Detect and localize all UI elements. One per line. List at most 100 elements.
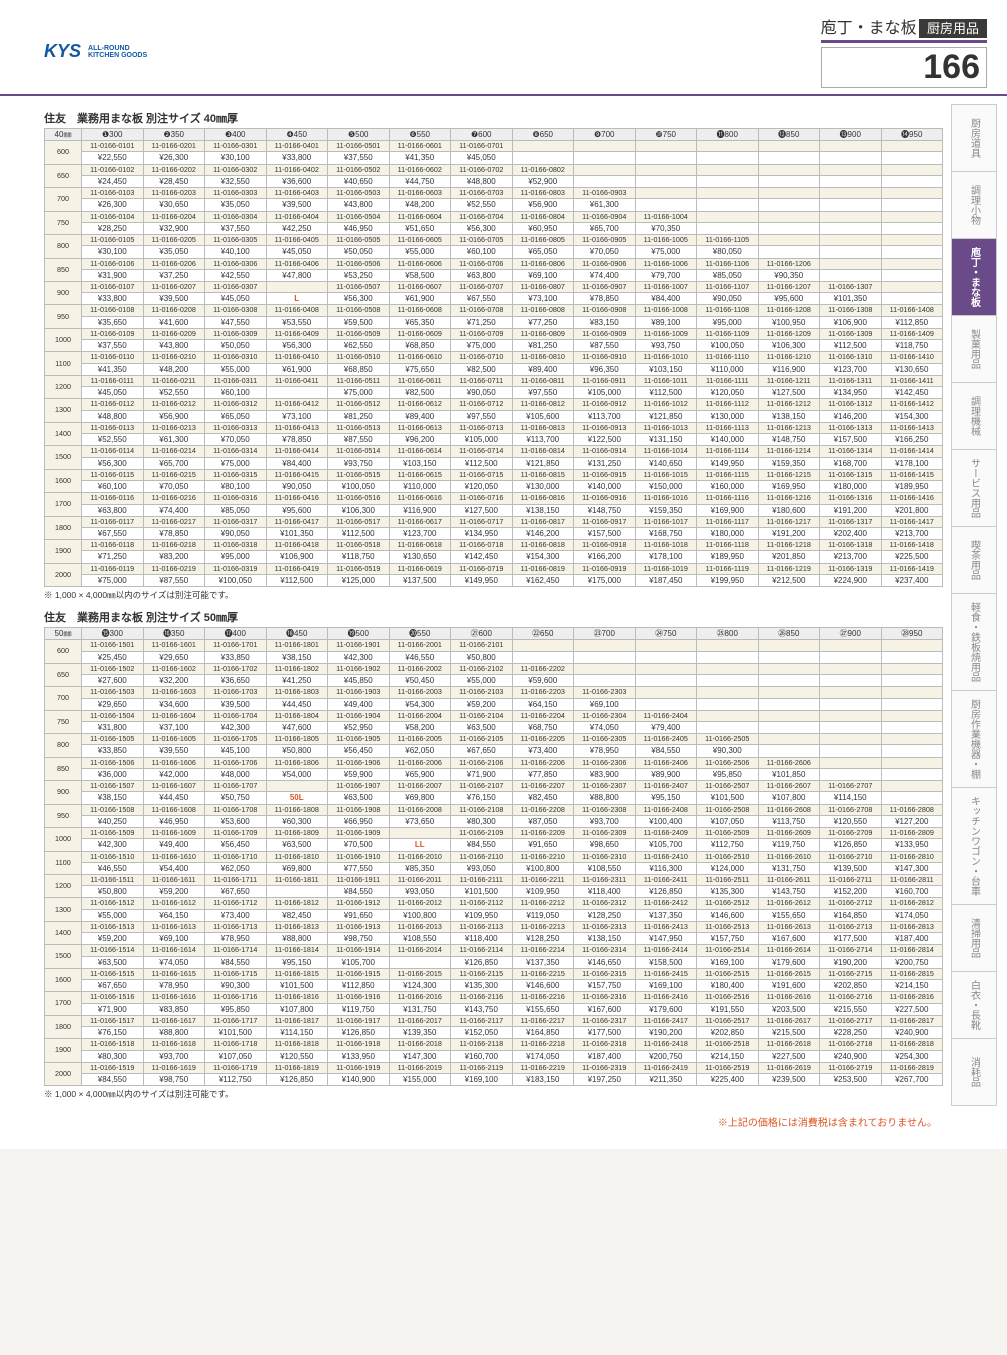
price-cell: ¥59,200: [451, 698, 513, 710]
code-cell: 11-0166-1716: [205, 992, 267, 1003]
code-cell: 11-0166-2103: [451, 687, 513, 698]
code-cell: 11-0166-2110: [451, 851, 513, 862]
code-cell: 11-0166-2617: [758, 1015, 820, 1026]
price-cell: ¥24,450: [82, 175, 144, 187]
sidebar-item[interactable]: 庖丁・まな板: [951, 238, 997, 315]
code-cell: [881, 734, 943, 745]
price-cell: ¥164,850: [820, 909, 882, 921]
price-cell: ¥211,350: [635, 1074, 697, 1086]
price-cell: ¥113,750: [758, 815, 820, 827]
code-cell: 11-0166-0513: [328, 422, 390, 433]
sidebar-item[interactable]: キッチンワゴン・台車: [951, 787, 997, 904]
sidebar-item[interactable]: 調理機械: [951, 382, 997, 449]
code-cell: 11-0166-2613: [758, 921, 820, 932]
code-cell: 11-0166-2218: [512, 1039, 574, 1050]
row-header: 800: [45, 235, 82, 258]
price-cell: ¥60,100: [205, 387, 267, 399]
code-cell: 11-0166-0403: [266, 188, 328, 199]
price-cell: ¥77,850: [512, 768, 574, 780]
code-cell: 11-0166-1319: [820, 563, 882, 574]
code-cell: 11-0166-2012: [389, 898, 451, 909]
price-cell: [635, 651, 697, 663]
code-cell: 11-0166-1516: [82, 992, 144, 1003]
code-cell: 11-0166-1507: [82, 781, 144, 792]
price-cell: ¥93,050: [389, 886, 451, 898]
code-cell: 11-0166-1112: [697, 399, 759, 410]
code-cell: [758, 141, 820, 152]
code-cell: 11-0166-0319: [205, 563, 267, 574]
code-cell: 11-0166-1919: [328, 1062, 390, 1073]
col-header: ❼600: [451, 129, 513, 141]
price-cell: ¥71,900: [451, 768, 513, 780]
code-cell: [820, 734, 882, 745]
price-cell: ¥169,950: [758, 481, 820, 493]
price-cell: ¥100,400: [635, 815, 697, 827]
code-cell: [881, 781, 943, 792]
price-cell: ¥160,700: [881, 886, 943, 898]
price-cell: ¥84,550: [205, 956, 267, 968]
price-cell: ¥202,850: [697, 1027, 759, 1039]
code-cell: 11-0166-1814: [266, 945, 328, 956]
price-cell: ¥50,050: [205, 340, 267, 352]
code-cell: 11-0166-1504: [82, 710, 144, 721]
code-cell: 11-0166-2315: [574, 968, 636, 979]
price-cell: ¥67,650: [82, 980, 144, 992]
sidebar-item[interactable]: 調理小物: [951, 171, 997, 238]
code-cell: 11-0166-1513: [82, 921, 144, 932]
price-cell: ¥107,800: [266, 1003, 328, 1015]
code-cell: 11-0166-0203: [143, 188, 205, 199]
row-header: 1400: [45, 921, 82, 944]
code-cell: 11-0166-0617: [389, 516, 451, 527]
row-header: 1900: [45, 540, 82, 563]
price-cell: ¥180,400: [697, 980, 759, 992]
price-cell: ¥70,050: [205, 434, 267, 446]
sidebar-item[interactable]: 消耗品: [951, 1038, 997, 1106]
code-cell: 11-0166-2808: [881, 804, 943, 815]
code-cell: 11-0166-1815: [266, 968, 328, 979]
code-cell: 11-0166-0310: [205, 352, 267, 363]
code-cell: 11-0166-1212: [758, 399, 820, 410]
code-cell: 11-0166-2102: [451, 663, 513, 674]
col-header: ❹450: [266, 129, 328, 141]
sidebar-item[interactable]: 白衣・長靴: [951, 971, 997, 1038]
price-cell: ¥200,750: [635, 1050, 697, 1062]
price-cell: ¥105,000: [574, 387, 636, 399]
code-cell: 11-0166-2209: [512, 828, 574, 839]
price-cell: ¥133,950: [881, 839, 943, 851]
sidebar-item[interactable]: 製菓用品: [951, 315, 997, 382]
price-cell: ¥147,300: [881, 862, 943, 874]
price-cell: ¥126,850: [635, 886, 697, 898]
sidebar-item[interactable]: 厨房作業機器・棚: [951, 690, 997, 787]
sidebar-item[interactable]: 清掃用品: [951, 904, 997, 971]
code-cell: 11-0166-0416: [266, 493, 328, 504]
price-cell: ¥103,150: [389, 457, 451, 469]
code-cell: 11-0166-2710: [820, 851, 882, 862]
price-cell: ¥215,550: [820, 1003, 882, 1015]
price-cell: ¥65,050: [512, 246, 574, 258]
price-cell: ¥118,750: [881, 340, 943, 352]
price-cell: ¥66,950: [328, 815, 390, 827]
sidebar-item[interactable]: 厨房道具: [951, 104, 997, 171]
code-cell: 11-0166-1610: [143, 851, 205, 862]
sidebar-item[interactable]: サービス用品: [951, 449, 997, 526]
code-cell: 11-0166-2611: [758, 874, 820, 885]
price-cell: ¥149,950: [451, 574, 513, 586]
code-cell: 11-0166-0408: [266, 305, 328, 316]
code-cell: [574, 640, 636, 651]
price-cell: ¥82,450: [266, 909, 328, 921]
code-cell: 11-0166-2115: [451, 968, 513, 979]
price-cell: ¥98,750: [143, 1074, 205, 1086]
price-cell: ¥82,500: [389, 387, 451, 399]
code-cell: 11-0166-2015: [389, 968, 451, 979]
sidebar-item[interactable]: 喫茶用品: [951, 526, 997, 593]
code-cell: 11-0166-0518: [328, 540, 390, 551]
price-cell: ¥56,900: [143, 410, 205, 422]
price-cell: ¥69,800: [389, 792, 451, 804]
sidebar-item[interactable]: 軽食・鉄板焼用品: [951, 593, 997, 690]
code-cell: 11-0166-2114: [451, 945, 513, 956]
col-header: ❸400: [205, 129, 267, 141]
code-cell: 11-0166-2307: [574, 781, 636, 792]
breadcrumb: 庖丁・まな板: [821, 20, 917, 37]
price-cell: ¥78,950: [143, 980, 205, 992]
row-header: 1200: [45, 874, 82, 897]
